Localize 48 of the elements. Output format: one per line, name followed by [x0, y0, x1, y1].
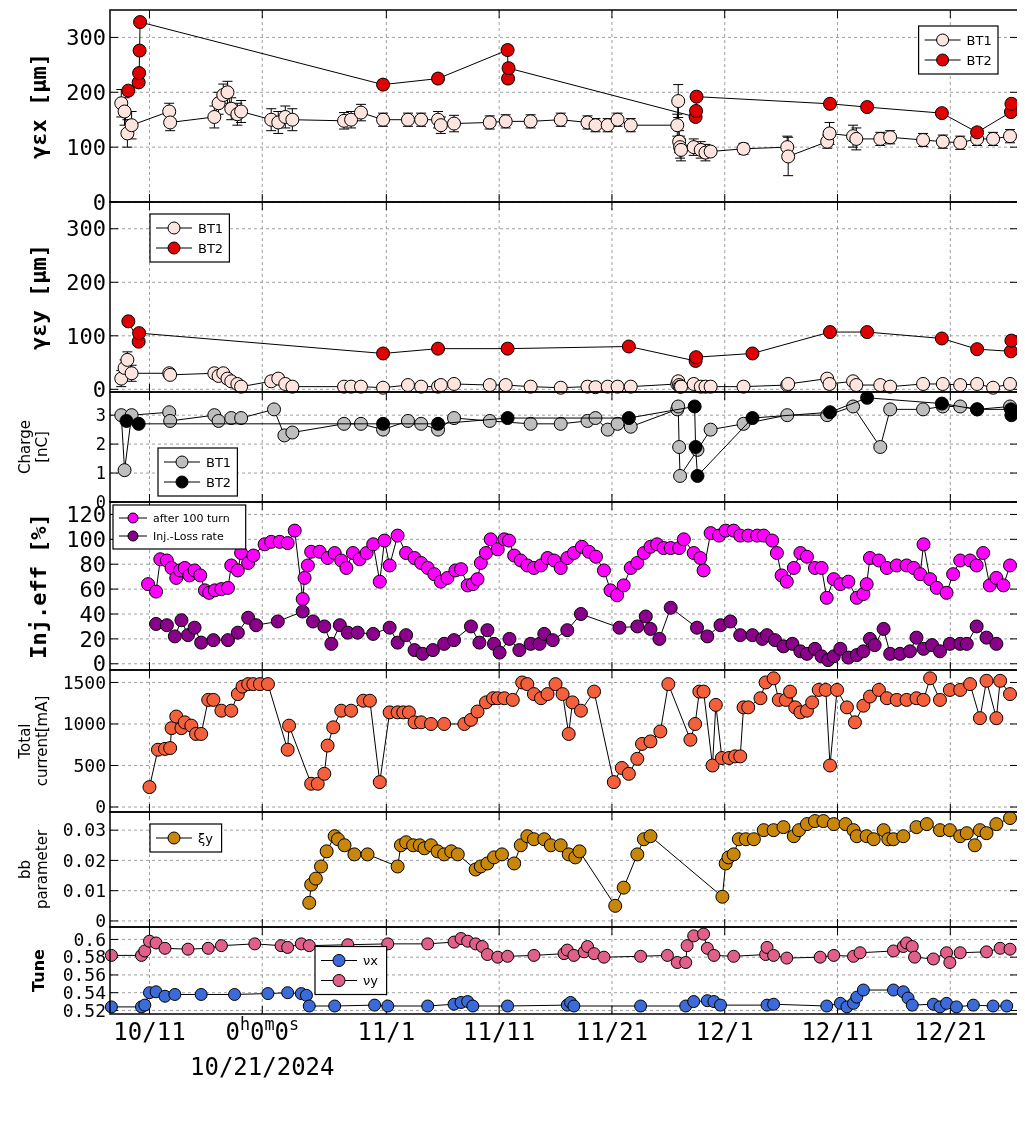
y-axis-title: Inj.eff [%]: [26, 513, 51, 659]
y-tick-label: 300: [66, 25, 106, 51]
y-axis-title: Charge [nC]: [16, 420, 52, 474]
y-tick-label: 0.01: [62, 879, 106, 901]
y-tick-label: 3: [95, 405, 106, 426]
x-tick-label: 10/11: [113, 1018, 186, 1046]
y-tick-label: 80: [79, 551, 106, 577]
y-axis-title: Tune: [29, 948, 48, 992]
y-tick-label: 1000: [62, 713, 106, 735]
y-tick-label: 200: [66, 269, 106, 295]
y-axis-title: γεx [μm]: [26, 53, 51, 159]
y-tick-label: 1: [95, 463, 106, 483]
y-axis-title: Total current[mA]: [16, 695, 52, 787]
x-tick-label: 11/11: [463, 1018, 536, 1046]
y-tick-label: 100: [66, 323, 106, 349]
x-tick-label: 12/21: [914, 1018, 987, 1046]
y-tick-label: 0: [95, 796, 106, 818]
legend-label: after 100 turn: [153, 511, 230, 525]
y-tick-label: 60: [79, 576, 106, 602]
legend-label: BT2: [966, 52, 992, 68]
x-tick-label: 12/11: [801, 1018, 874, 1046]
y-tick-label: 500: [73, 754, 106, 776]
x-tick-label: 0$^{h}$0$^{m}$0$^{s}$ 10/21/2024: [190, 1014, 335, 1081]
legend-label: ξy: [198, 830, 214, 846]
y-tick-label: 300: [66, 216, 106, 242]
y-tick-label: 2: [95, 434, 106, 455]
legend-label: BT1: [966, 32, 992, 48]
y-tick-label: 0: [92, 189, 106, 215]
legend-label: BT1: [206, 454, 232, 470]
x-tick-label: 12/1: [695, 1018, 754, 1046]
y-tick-label: 200: [66, 79, 106, 105]
y-axis-title: γεy [μm]: [26, 244, 51, 350]
legend-label: BT2: [206, 474, 232, 490]
legend-label: νy: [363, 973, 379, 989]
legend-label: BT2: [198, 240, 224, 256]
y-tick-label: 20: [79, 626, 106, 652]
y-tick-label: 100: [66, 134, 106, 160]
x-tick-label: 11/1: [357, 1018, 416, 1046]
x-tick-label: 11/21: [575, 1018, 649, 1046]
y-tick-label: 100: [66, 527, 106, 553]
y-tick-label: 0.02: [62, 849, 106, 871]
y-tick-label: 0: [92, 377, 106, 403]
legend-label: νx: [363, 953, 379, 969]
legend-label: BT1: [198, 220, 224, 236]
legend-label: Inj.-Loss rate: [153, 529, 224, 543]
y-tick-label: 40: [79, 601, 106, 627]
y-axis-title: bb parameter: [16, 829, 52, 910]
y-tick-label: 0.03: [62, 819, 106, 841]
